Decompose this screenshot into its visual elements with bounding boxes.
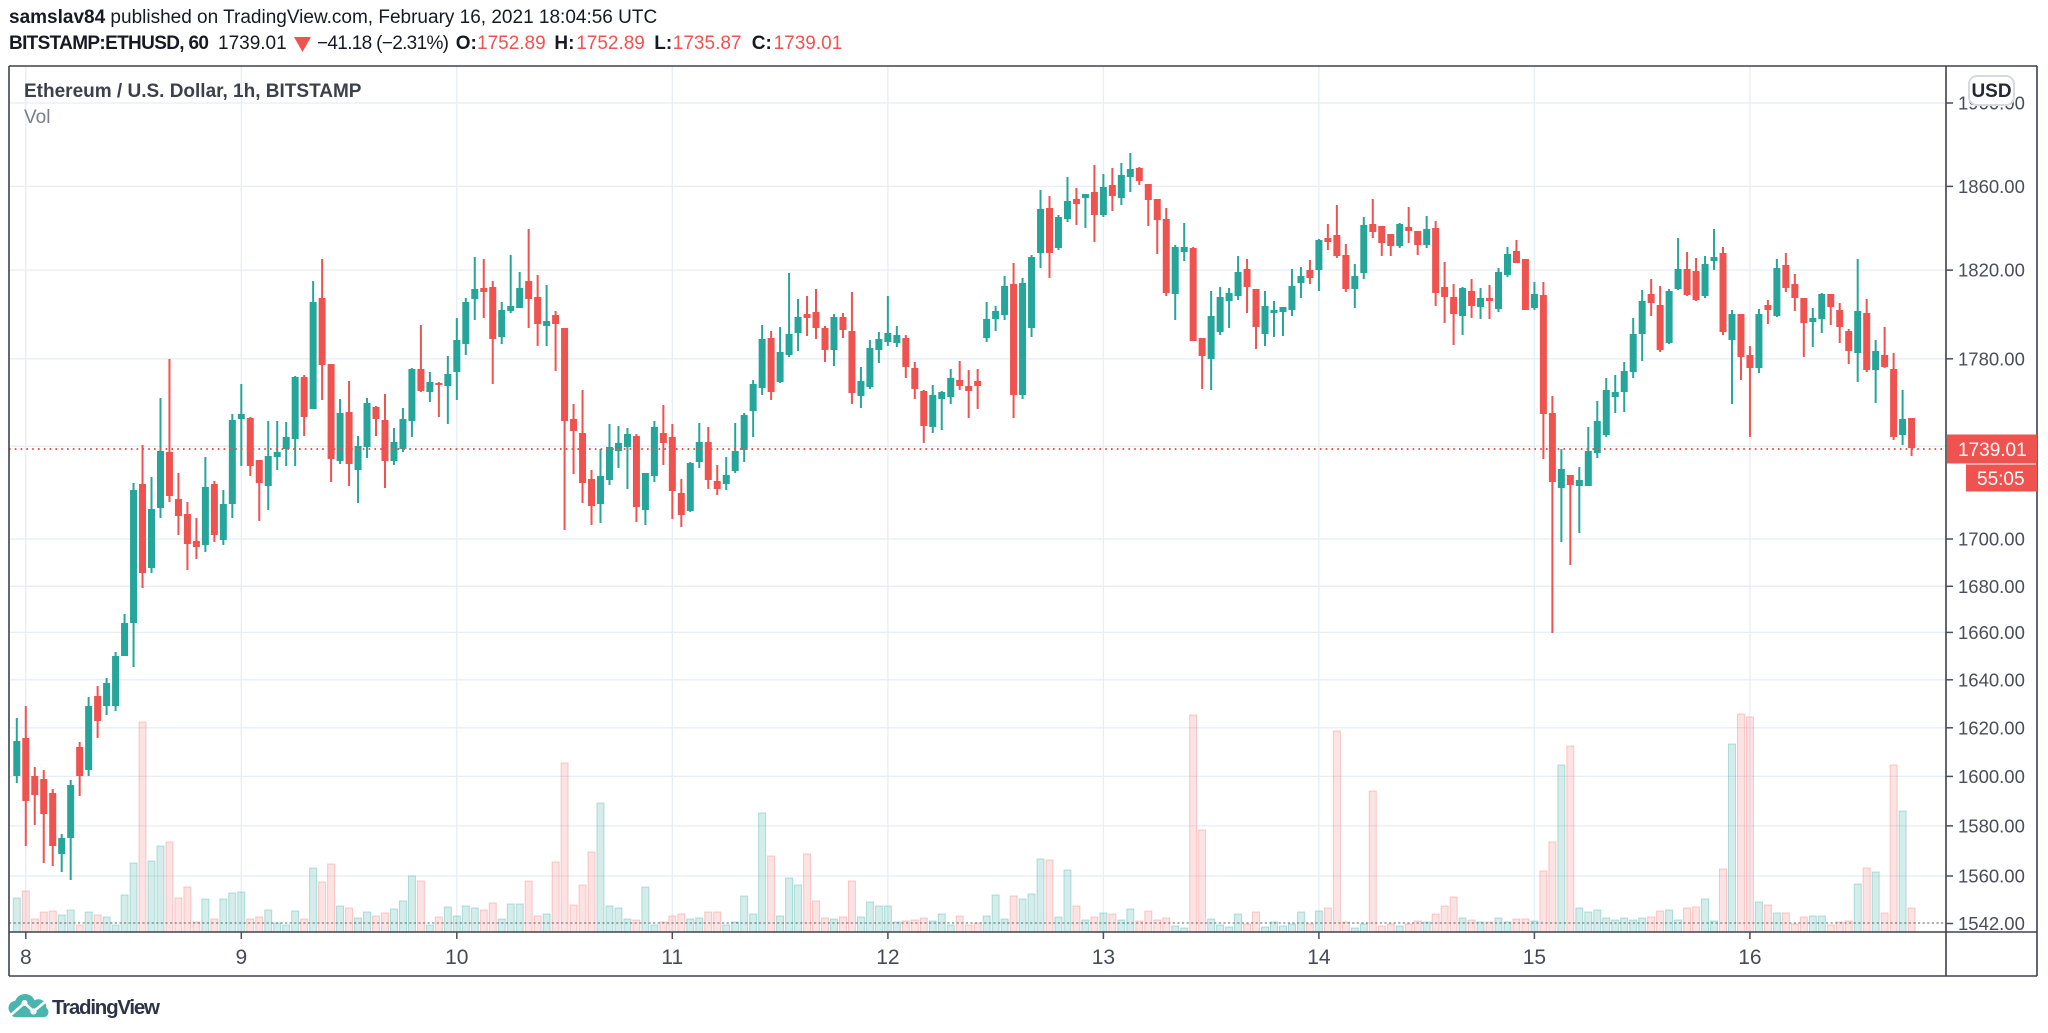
svg-text:C:: C: <box>752 33 772 54</box>
svg-text:Ethereum / U.S. Dollar, 1h, BI: Ethereum / U.S. Dollar, 1h, BITSTAMP <box>24 81 362 102</box>
svg-text:Vol: Vol <box>24 107 50 128</box>
svg-text:1560.00: 1560.00 <box>1958 866 2025 887</box>
svg-text:10: 10 <box>445 946 468 969</box>
svg-text:1752.89: 1752.89 <box>477 33 546 54</box>
svg-text:1739.01: 1739.01 <box>218 33 287 54</box>
svg-text:USD: USD <box>1971 81 2011 102</box>
svg-text:1739.01: 1739.01 <box>1958 440 2027 461</box>
svg-text:1640.00: 1640.00 <box>1958 669 2025 690</box>
svg-text:1752.89: 1752.89 <box>576 33 645 54</box>
svg-text:samslav84 published on Trading: samslav84 published on TradingView.com, … <box>9 7 657 28</box>
svg-text:BITSTAMP:ETHUSD, 60: BITSTAMP:ETHUSD, 60 <box>9 33 209 54</box>
svg-text:TradingView: TradingView <box>52 996 160 1019</box>
svg-text:1820.00: 1820.00 <box>1958 260 2025 281</box>
svg-text:1780.00: 1780.00 <box>1958 348 2025 369</box>
svg-text:1600.00: 1600.00 <box>1958 766 2025 787</box>
svg-text:8: 8 <box>20 946 32 969</box>
svg-text:L:: L: <box>654 33 672 54</box>
svg-text:13: 13 <box>1092 946 1115 969</box>
svg-text:15: 15 <box>1523 946 1546 969</box>
svg-text:9: 9 <box>235 946 247 969</box>
svg-text:1739.01: 1739.01 <box>774 33 843 54</box>
svg-text:1680.00: 1680.00 <box>1958 576 2025 597</box>
svg-text:14: 14 <box>1307 946 1331 969</box>
svg-text:1860.00: 1860.00 <box>1958 176 2025 197</box>
svg-text:1580.00: 1580.00 <box>1958 815 2025 836</box>
svg-text:1700.00: 1700.00 <box>1958 529 2025 550</box>
svg-text:11: 11 <box>661 946 683 969</box>
svg-text:1735.87: 1735.87 <box>673 33 742 54</box>
svg-text:H:: H: <box>554 33 574 54</box>
svg-text:1542.00: 1542.00 <box>1958 913 2025 934</box>
svg-text:55:05: 55:05 <box>1977 469 2025 490</box>
svg-text:16: 16 <box>1738 946 1761 969</box>
svg-text:−41.18 (−2.31%): −41.18 (−2.31%) <box>317 33 449 54</box>
svg-text:12: 12 <box>876 946 899 969</box>
svg-text:1620.00: 1620.00 <box>1958 717 2025 738</box>
svg-text:1660.00: 1660.00 <box>1958 622 2025 643</box>
svg-text:O:: O: <box>456 33 477 54</box>
